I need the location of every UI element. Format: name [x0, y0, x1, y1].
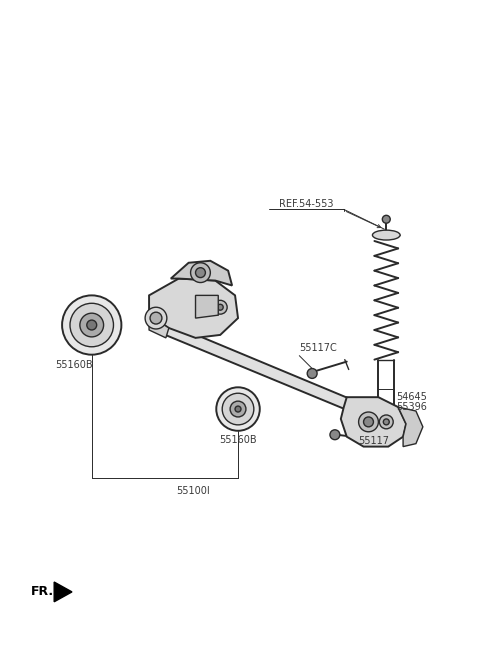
Circle shape	[80, 313, 104, 337]
Circle shape	[384, 419, 389, 425]
Circle shape	[87, 320, 96, 330]
Circle shape	[217, 305, 223, 310]
Ellipse shape	[372, 230, 400, 240]
Circle shape	[70, 303, 113, 346]
Circle shape	[330, 430, 340, 440]
Polygon shape	[54, 582, 72, 602]
Circle shape	[383, 215, 390, 223]
Text: REF.54-553: REF.54-553	[279, 199, 334, 210]
Circle shape	[379, 415, 393, 429]
Circle shape	[222, 393, 254, 425]
Text: 55117: 55117	[359, 436, 390, 446]
Text: 55160B: 55160B	[55, 360, 93, 369]
Text: 55396: 55396	[396, 402, 427, 412]
Circle shape	[150, 312, 162, 324]
Text: 54645: 54645	[396, 392, 427, 402]
Circle shape	[62, 295, 121, 354]
Circle shape	[363, 417, 373, 427]
Circle shape	[359, 412, 378, 432]
Circle shape	[145, 307, 167, 329]
Polygon shape	[341, 397, 406, 447]
Text: 55100I: 55100I	[177, 486, 210, 496]
Text: FR.: FR.	[30, 586, 54, 599]
Polygon shape	[156, 318, 357, 414]
Circle shape	[230, 401, 246, 417]
Circle shape	[191, 263, 210, 282]
Text: 55160B: 55160B	[219, 435, 257, 445]
Polygon shape	[398, 407, 423, 447]
Circle shape	[195, 268, 205, 278]
Polygon shape	[171, 261, 232, 286]
Polygon shape	[149, 278, 238, 338]
Circle shape	[213, 301, 227, 314]
Circle shape	[216, 387, 260, 431]
Polygon shape	[195, 295, 218, 318]
Text: 55117C: 55117C	[300, 343, 337, 352]
Polygon shape	[149, 315, 169, 338]
Circle shape	[235, 406, 241, 412]
Circle shape	[307, 369, 317, 379]
